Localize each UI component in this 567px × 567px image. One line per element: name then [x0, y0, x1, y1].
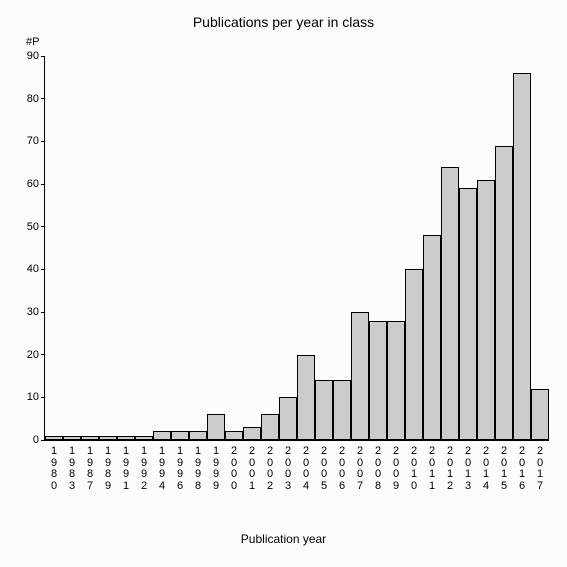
- bar: [189, 431, 207, 440]
- bar: [81, 436, 99, 440]
- y-tick: [41, 98, 45, 99]
- x-tick-label: 1998: [192, 446, 204, 492]
- bar: [261, 414, 279, 440]
- x-tick-label: 1983: [66, 446, 78, 492]
- chart-container: Publications per year in class #P0102030…: [0, 0, 567, 567]
- y-tick: [41, 184, 45, 185]
- bar: [225, 431, 243, 440]
- y-tick-label: 80: [27, 93, 39, 105]
- x-tick-label: 1994: [156, 446, 168, 492]
- y-tick-label: 30: [27, 306, 39, 318]
- x-tick-label: 1987: [84, 446, 96, 492]
- bar: [45, 436, 63, 440]
- y-tick: [41, 226, 45, 227]
- bar: [117, 436, 135, 440]
- bar: [531, 389, 549, 440]
- bar: [153, 431, 171, 440]
- bar: [207, 414, 225, 440]
- x-tick-label: 2014: [480, 446, 492, 492]
- x-tick-label: 1989: [102, 446, 114, 492]
- x-tick-label: 2012: [444, 446, 456, 492]
- x-tick-label: 2010: [408, 446, 420, 492]
- y-axis-label: #P: [26, 36, 39, 48]
- bar: [333, 380, 351, 440]
- x-tick-label: 2017: [534, 446, 546, 492]
- y-tick: [41, 354, 45, 355]
- bar: [423, 235, 441, 440]
- bar: [495, 146, 513, 440]
- bar: [441, 167, 459, 440]
- y-tick: [41, 269, 45, 270]
- bar: [99, 436, 117, 440]
- x-tick-label: 2005: [318, 446, 330, 492]
- bar: [135, 436, 153, 440]
- bar: [513, 73, 531, 440]
- x-tick-label: 1996: [174, 446, 186, 492]
- x-tick-label: 2009: [390, 446, 402, 492]
- y-tick-label: 70: [27, 135, 39, 147]
- bar: [279, 397, 297, 440]
- x-tick-label: 2004: [300, 446, 312, 492]
- bar: [243, 427, 261, 440]
- x-tick-label: 2003: [282, 446, 294, 492]
- y-tick: [41, 56, 45, 57]
- bar: [297, 355, 315, 440]
- x-axis-title: Publication year: [0, 532, 567, 546]
- y-tick-label: 20: [27, 349, 39, 361]
- bar: [351, 312, 369, 440]
- x-tick-label: 2015: [498, 446, 510, 492]
- bar: [171, 431, 189, 440]
- y-tick-label: 90: [27, 50, 39, 62]
- x-tick-label: 1999: [210, 446, 222, 492]
- bar: [315, 380, 333, 440]
- x-tick-label: 1992: [138, 446, 150, 492]
- y-tick: [41, 312, 45, 313]
- x-tick-label: 2000: [228, 446, 240, 492]
- bar: [63, 436, 81, 440]
- x-tick-label: 2011: [426, 446, 438, 492]
- y-tick-label: 10: [27, 391, 39, 403]
- bar: [387, 321, 405, 440]
- bar: [369, 321, 387, 440]
- plot-area: 0102030405060708090198019831987198919911…: [44, 56, 549, 441]
- bar: [405, 269, 423, 440]
- x-tick-label: 2008: [372, 446, 384, 492]
- x-tick-label: 2002: [264, 446, 276, 492]
- y-tick-label: 60: [27, 178, 39, 190]
- x-tick-label: 1991: [120, 446, 132, 492]
- x-tick-label: 2013: [462, 446, 474, 492]
- y-tick: [41, 397, 45, 398]
- y-tick-label: 40: [27, 263, 39, 275]
- bar: [459, 188, 477, 440]
- y-tick: [41, 141, 45, 142]
- y-tick-label: 0: [33, 434, 39, 446]
- x-tick-label: 2016: [516, 446, 528, 492]
- bar: [477, 180, 495, 440]
- x-tick-label: 2007: [354, 446, 366, 492]
- y-tick-label: 50: [27, 221, 39, 233]
- x-tick-label: 1980: [48, 446, 60, 492]
- x-tick-label: 2006: [336, 446, 348, 492]
- x-tick-label: 2001: [246, 446, 258, 492]
- chart-title: Publications per year in class: [0, 0, 567, 30]
